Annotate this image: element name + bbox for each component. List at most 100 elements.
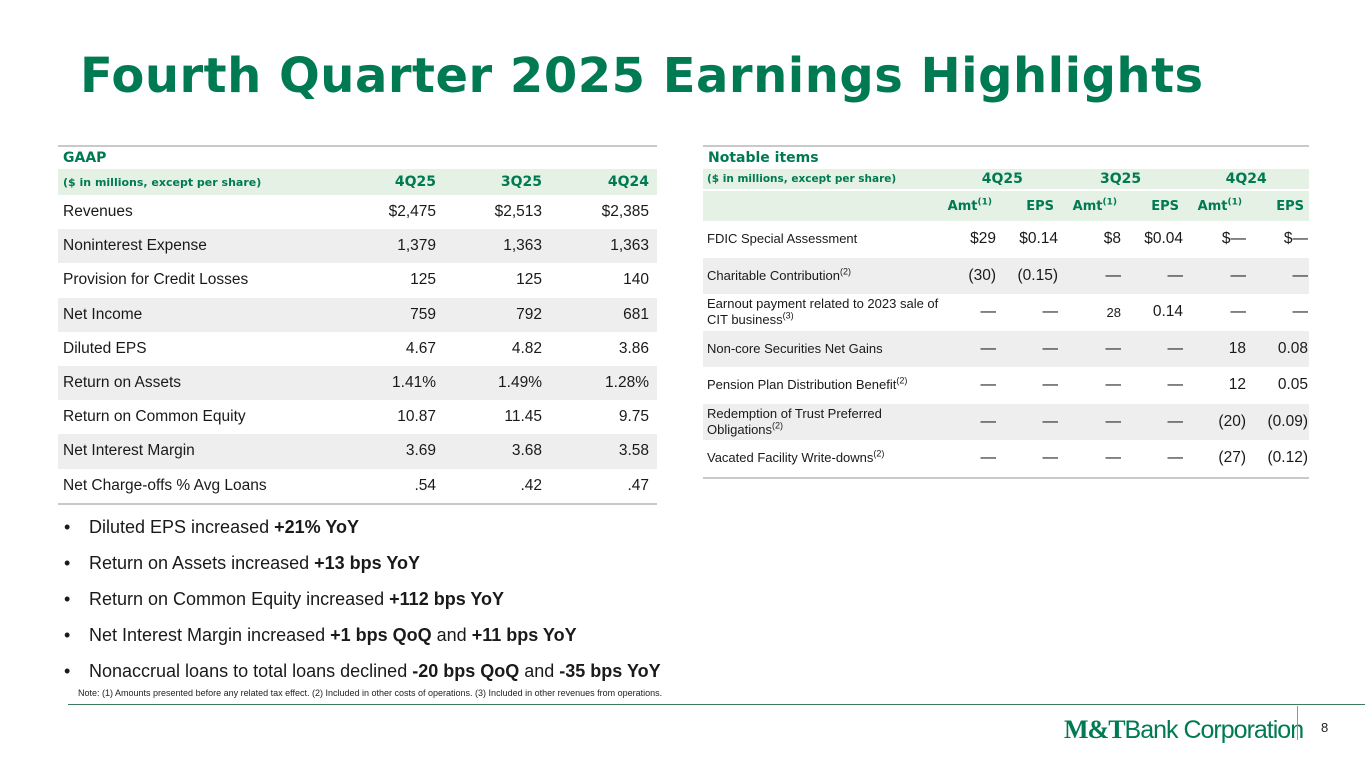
bullet-icon: •: [64, 514, 89, 540]
cell: —: [1183, 303, 1246, 321]
table-row: Net Charge-offs % Avg Loans .54 .42 .47: [58, 469, 657, 505]
cell: (27): [1183, 449, 1246, 467]
row-label: Non-core Securities Net Gains: [703, 341, 947, 357]
row-label: Return on Common Equity: [58, 408, 353, 426]
table-row: Non-core Securities Net Gains — — — — 18…: [703, 331, 1309, 368]
row-label: FDIC Special Assessment: [703, 231, 947, 247]
cell: $—: [1246, 230, 1308, 248]
row-label: Redemption of Trust Preferred Obligation…: [703, 406, 947, 438]
cell: 0.08: [1246, 340, 1308, 358]
cell: $0.04: [1121, 230, 1183, 248]
row-label: Net Charge-offs % Avg Loans: [58, 477, 353, 495]
cell: 4.82: [436, 340, 542, 358]
cell: .47: [542, 477, 649, 495]
cell: —: [947, 376, 996, 394]
highlight-bullets: • Diluted EPS increased +21% YoY • Return …: [64, 514, 661, 694]
cell: 1.49%: [436, 374, 542, 392]
cell: 9.75: [542, 408, 649, 426]
cell: —: [1121, 449, 1183, 467]
row-label: Net Income: [58, 306, 353, 324]
cell: 1.28%: [542, 374, 649, 392]
notable-group-header: 4Q25: [947, 171, 1058, 187]
cell: 4.67: [353, 340, 436, 358]
cell: $2,385: [542, 203, 649, 221]
cell: $2,513: [436, 203, 542, 221]
table-row: Noninterest Expense 1,379 1,363 1,363: [58, 229, 657, 263]
cell: 3.58: [542, 442, 649, 460]
cell: (0.15): [996, 267, 1058, 285]
table-row: Return on Assets 1.41% 1.49% 1.28%: [58, 366, 657, 400]
cell: 1,363: [436, 237, 542, 255]
company-logo: M&TBank Corporation: [1064, 714, 1303, 746]
notable-unit-label: ($ in millions, except per share): [703, 173, 947, 185]
cell: —: [947, 413, 996, 431]
cell: —: [1121, 340, 1183, 358]
list-item: • Diluted EPS increased +21% YoY: [64, 514, 661, 550]
cell: —: [1058, 340, 1121, 358]
cell: 125: [436, 271, 542, 289]
cell: $2,475: [353, 203, 436, 221]
cell: —: [1058, 449, 1121, 467]
row-label: Vacated Facility Write-downs(2): [703, 450, 947, 466]
cell: .42: [436, 477, 542, 495]
eps-header: EPS: [1242, 199, 1304, 214]
footer-divider: [68, 704, 1365, 705]
cell: 12: [1183, 376, 1246, 394]
amt-header: Amt(1): [1179, 199, 1242, 214]
cell: 3.69: [353, 442, 436, 460]
table-row: Pension Plan Distribution Benefit(2) — —…: [703, 367, 1309, 404]
table-row: Charitable Contribution(2) (30) (0.15) —…: [703, 258, 1309, 295]
notable-subheader-row: Amt(1) EPS Amt(1) EPS Amt(1) EPS: [703, 189, 1309, 221]
bullet-icon: •: [64, 658, 89, 684]
cell: 759: [353, 306, 436, 324]
gaap-header-row: ($ in millions, except per share) 4Q25 3…: [58, 169, 657, 195]
page-number: 8: [1321, 720, 1328, 735]
notable-section-title: Notable items: [703, 145, 1309, 169]
cell: —: [1121, 413, 1183, 431]
row-label: Revenues: [58, 203, 353, 221]
cell: 792: [436, 306, 542, 324]
list-item: • Return on Assets increased +13 bps YoY: [64, 550, 661, 586]
gaap-col-header: 4Q25: [353, 174, 436, 190]
table-row: Net Income 759 792 681: [58, 298, 657, 332]
gaap-col-header: 3Q25: [436, 174, 542, 190]
cell: —: [947, 303, 996, 321]
amt-header: Amt(1): [943, 199, 992, 214]
cell: —: [1121, 376, 1183, 394]
row-label: Earnout payment related to 2023 sale of …: [703, 296, 947, 328]
cell: —: [996, 449, 1058, 467]
cell: 681: [542, 306, 649, 324]
eps-header: EPS: [992, 199, 1054, 214]
amt-header: Amt(1): [1054, 199, 1117, 214]
eps-header: EPS: [1117, 199, 1179, 214]
cell: —: [947, 449, 996, 467]
cell: —: [1246, 267, 1308, 285]
row-label: Return on Assets: [58, 374, 353, 392]
cell: (0.09): [1246, 413, 1308, 431]
table-row: Redemption of Trust Preferred Obligation…: [703, 404, 1309, 441]
cell: (0.12): [1246, 449, 1308, 467]
cell: $29: [947, 230, 996, 248]
cell: 140: [542, 271, 649, 289]
cell: —: [1058, 376, 1121, 394]
cell: 125: [353, 271, 436, 289]
table-row: Provision for Credit Losses 125 125 140: [58, 263, 657, 297]
table-row: Net Interest Margin 3.69 3.68 3.58: [58, 434, 657, 468]
table-row: FDIC Special Assessment $29 $0.14 $8 $0.…: [703, 221, 1309, 258]
notable-items-table: Notable items ($ in millions, except per…: [703, 145, 1309, 479]
cell: 18: [1183, 340, 1246, 358]
cell: —: [1121, 267, 1183, 285]
row-label: Charitable Contribution(2): [703, 268, 947, 284]
cell: —: [1183, 267, 1246, 285]
cell: $8: [1058, 230, 1121, 248]
table-row: Return on Common Equity 10.87 11.45 9.75: [58, 400, 657, 434]
page-title: Fourth Quarter 2025 Earnings Highlights: [80, 48, 1204, 104]
cell: —: [996, 376, 1058, 394]
cell: 0.05: [1246, 376, 1308, 394]
table-row: Earnout payment related to 2023 sale of …: [703, 294, 1309, 331]
row-label: Diluted EPS: [58, 340, 353, 358]
cell: 3.68: [436, 442, 542, 460]
gaap-section-title: GAAP: [58, 145, 657, 169]
cell: —: [1246, 303, 1308, 321]
cell: —: [947, 340, 996, 358]
